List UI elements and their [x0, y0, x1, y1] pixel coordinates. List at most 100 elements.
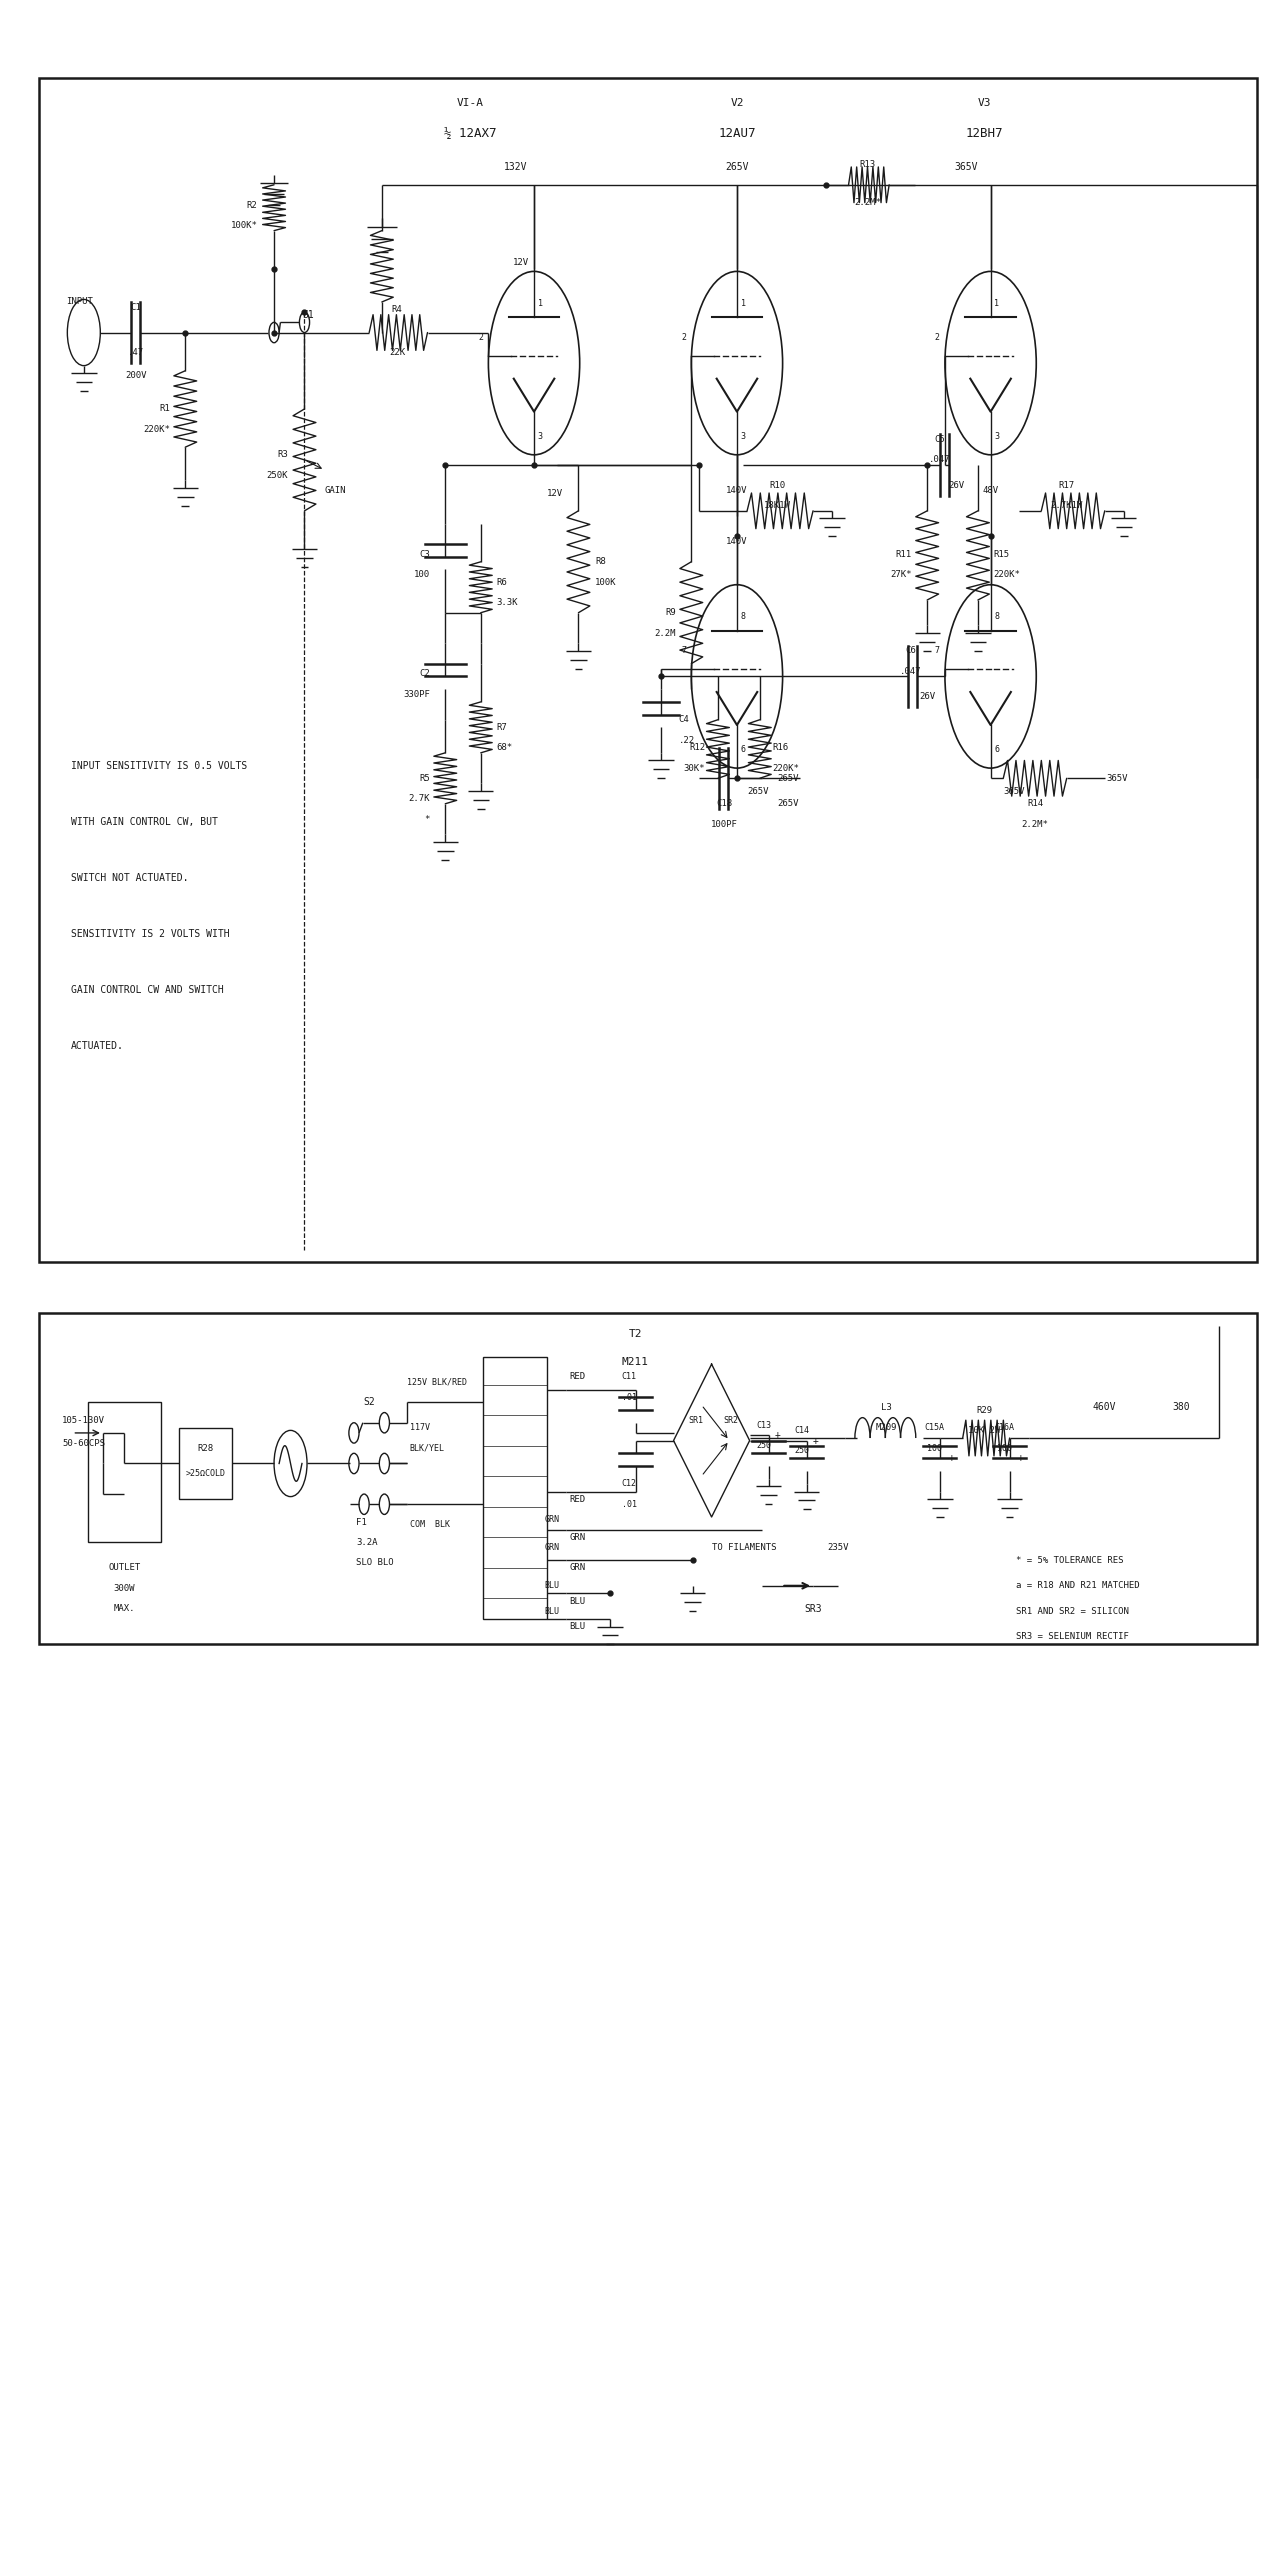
Text: 250: 250 — [794, 1446, 810, 1456]
Text: 22K: 22K — [389, 349, 405, 357]
Text: R17: R17 — [1059, 482, 1075, 490]
Text: M211: M211 — [622, 1357, 649, 1367]
Text: 12V: 12V — [547, 490, 563, 497]
Text: VI-A: VI-A — [458, 99, 484, 107]
Text: .22: .22 — [679, 734, 695, 745]
Text: 250: 250 — [756, 1441, 771, 1451]
Text: GAIN CONTROL CW AND SWITCH: GAIN CONTROL CW AND SWITCH — [71, 984, 224, 995]
Text: 220K*: 220K* — [144, 426, 170, 434]
Text: 12AU7: 12AU7 — [718, 128, 756, 140]
Text: C2: C2 — [419, 668, 430, 678]
Text: C6: C6 — [905, 648, 916, 655]
Text: SWITCH NOT ACTUATED.: SWITCH NOT ACTUATED. — [71, 872, 188, 882]
Text: 48V: 48V — [982, 487, 999, 495]
Text: SR3 = SELENIUM RECTIF: SR3 = SELENIUM RECTIF — [1016, 1632, 1129, 1642]
Text: 2.2M: 2.2M — [655, 630, 676, 638]
Text: R1: R1 — [159, 405, 170, 413]
Text: 220K*: 220K* — [773, 762, 799, 773]
Text: BLU: BLU — [569, 1596, 586, 1606]
Text: C14: C14 — [794, 1425, 810, 1436]
Text: 6: 6 — [994, 745, 999, 755]
Text: M209: M209 — [876, 1423, 897, 1433]
Text: C13: C13 — [756, 1420, 771, 1431]
Text: R9: R9 — [665, 609, 676, 617]
Text: .47: .47 — [128, 349, 144, 357]
Bar — [88, 1402, 161, 1543]
Text: RED: RED — [569, 1494, 586, 1504]
Text: C1: C1 — [131, 303, 141, 311]
Text: R10: R10 — [769, 482, 785, 490]
Text: SLO BLO: SLO BLO — [356, 1558, 394, 1568]
Text: SR2: SR2 — [723, 1415, 738, 1425]
Text: 12V: 12V — [513, 258, 530, 268]
Text: R5: R5 — [419, 773, 430, 783]
Text: 2.7K1W: 2.7K1W — [1051, 502, 1083, 510]
Text: C3: C3 — [419, 551, 430, 558]
Text: +: + — [774, 1431, 780, 1441]
Text: 3: 3 — [994, 431, 999, 441]
Text: INPUT SENSITIVITY IS 0.5 VOLTS: INPUT SENSITIVITY IS 0.5 VOLTS — [71, 760, 248, 770]
Text: COM  BLK: COM BLK — [409, 1520, 450, 1530]
Text: 100: 100 — [414, 571, 430, 579]
Text: C15A: C15A — [925, 1423, 944, 1433]
Text: WITH GAIN CONTROL CW, BUT: WITH GAIN CONTROL CW, BUT — [71, 816, 219, 826]
Text: 250K: 250K — [267, 472, 289, 479]
Text: GRN: GRN — [544, 1543, 559, 1553]
Text: 235V: 235V — [827, 1543, 849, 1553]
Text: GRN: GRN — [569, 1533, 586, 1543]
Text: C18: C18 — [717, 798, 732, 808]
Text: 100K: 100K — [595, 579, 616, 586]
Text: .047: .047 — [929, 456, 951, 464]
Text: 380: 380 — [1172, 1402, 1190, 1413]
Text: 125V BLK/RED: 125V BLK/RED — [407, 1377, 468, 1387]
Text: >25ΩCOLD: >25ΩCOLD — [186, 1469, 225, 1479]
Text: 30K*: 30K* — [684, 762, 705, 773]
Text: 6: 6 — [741, 745, 746, 755]
Text: +: + — [812, 1436, 819, 1446]
Text: RED: RED — [569, 1372, 586, 1382]
Text: .047: .047 — [900, 666, 921, 676]
Text: V3: V3 — [977, 99, 991, 107]
Text: 3.2A: 3.2A — [356, 1538, 377, 1548]
Text: R3: R3 — [277, 451, 289, 459]
Text: 140V: 140V — [726, 538, 747, 546]
Text: * = 5% TOLERANCE RES: * = 5% TOLERANCE RES — [1016, 1556, 1124, 1566]
Text: 27K*: 27K* — [891, 571, 913, 579]
Text: 18K1W: 18K1W — [764, 502, 791, 510]
Text: SR3: SR3 — [805, 1604, 822, 1614]
Text: C11: C11 — [622, 1372, 637, 1382]
Bar — [483, 1357, 547, 1619]
Text: +: + — [948, 1453, 955, 1464]
Text: L3: L3 — [881, 1402, 892, 1413]
Text: R2: R2 — [247, 201, 258, 209]
Text: GRN: GRN — [544, 1515, 559, 1525]
Bar — [39, 79, 1257, 1262]
Text: 3: 3 — [741, 431, 746, 441]
Text: R7: R7 — [496, 722, 507, 732]
Text: R13: R13 — [859, 161, 876, 168]
Text: T2: T2 — [629, 1329, 642, 1339]
Text: 100PF: 100PF — [710, 819, 737, 829]
Text: F1: F1 — [356, 1517, 367, 1527]
Text: 7: 7 — [935, 648, 939, 655]
Text: OUTLET: OUTLET — [108, 1563, 141, 1573]
Text: R29: R29 — [976, 1405, 993, 1415]
Text: INPUT: INPUT — [66, 298, 93, 306]
Text: BLU: BLU — [569, 1622, 586, 1632]
Text: 132V: 132V — [505, 163, 527, 171]
Text: 2: 2 — [935, 334, 939, 342]
Text: R15: R15 — [993, 551, 1009, 558]
Text: 200V: 200V — [125, 372, 146, 380]
Text: 300W: 300W — [113, 1584, 135, 1594]
Bar — [39, 1313, 1257, 1645]
Text: 105-130V: 105-130V — [62, 1415, 105, 1425]
Text: 26V: 26V — [948, 482, 965, 490]
Text: ½ 12AX7: ½ 12AX7 — [445, 128, 497, 140]
Text: C16A: C16A — [994, 1423, 1014, 1433]
Text: R14: R14 — [1027, 798, 1043, 808]
Text: 10K 2W: 10K 2W — [969, 1425, 1000, 1436]
Text: 365V: 365V — [955, 163, 977, 171]
Text: R8: R8 — [595, 558, 606, 566]
Text: 265V: 265V — [777, 798, 798, 808]
Text: a = R18 AND R21 MATCHED: a = R18 AND R21 MATCHED — [1016, 1581, 1140, 1591]
